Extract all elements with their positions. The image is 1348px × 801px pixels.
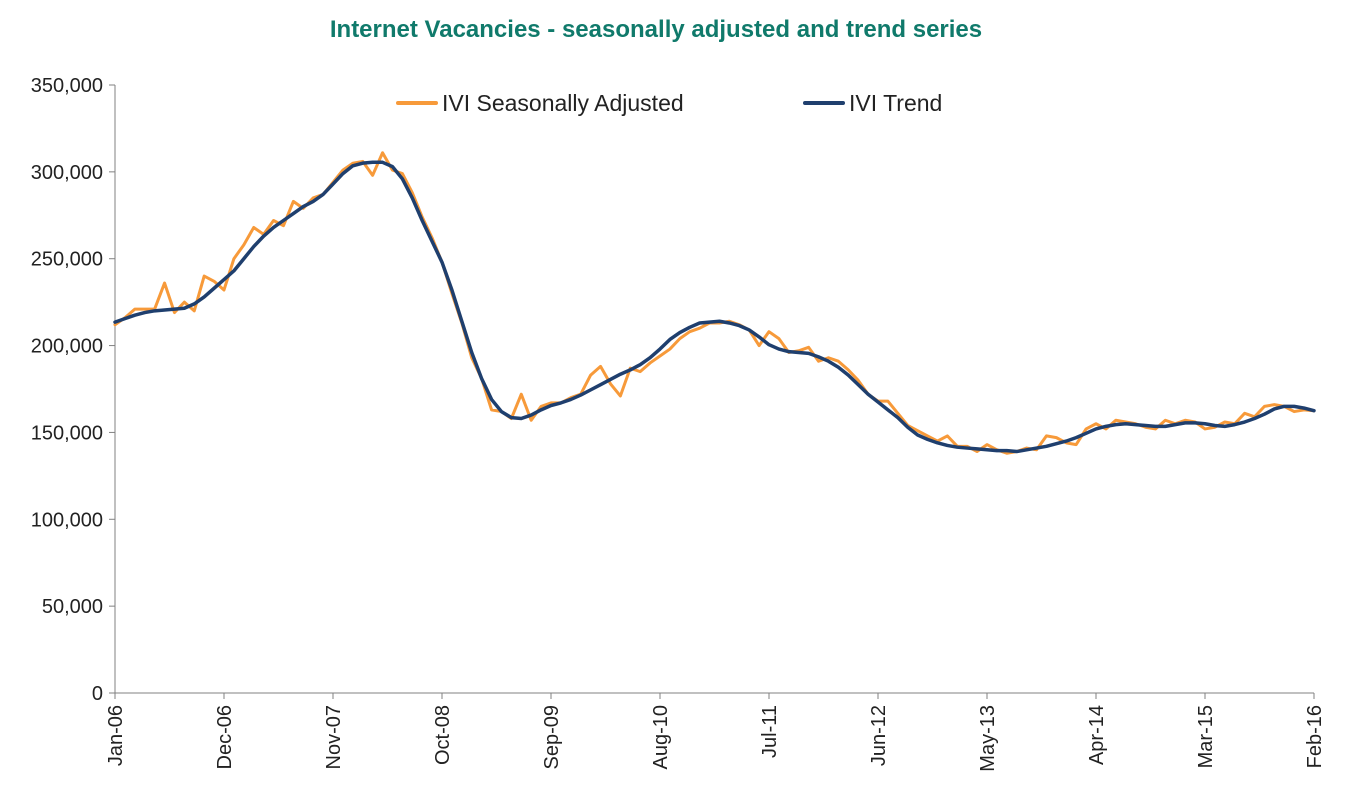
x-tick-label: Apr-14 xyxy=(1086,705,1108,765)
x-tick-label: Sep-09 xyxy=(541,705,563,770)
y-tick-label: 50,000 xyxy=(42,596,103,618)
x-tick-label: May-13 xyxy=(977,705,999,772)
y-tick-label: 100,000 xyxy=(31,509,103,531)
y-tick-label: 350,000 xyxy=(31,75,103,97)
y-tick-label: 0 xyxy=(92,683,103,705)
x-tick-label: Mar-15 xyxy=(1195,705,1217,768)
x-tick-label: Jul-11 xyxy=(759,705,781,758)
legend-label: IVI Seasonally Adjusted xyxy=(442,90,684,116)
y-tick-label: 250,000 xyxy=(31,249,103,271)
x-tick-label: Jun-12 xyxy=(868,705,890,766)
y-tick-label: 200,000 xyxy=(31,336,103,358)
x-tick-label: Oct-08 xyxy=(432,705,454,765)
series-line-trend xyxy=(113,160,1316,454)
y-tick-label: 150,000 xyxy=(31,422,103,444)
legend-label: IVI Trend xyxy=(849,90,942,116)
chart-title: Internet Vacancies - seasonally adjusted… xyxy=(329,16,983,43)
x-tick-label: Feb-16 xyxy=(1304,705,1326,768)
series-line-seasonally-adjusted xyxy=(113,151,1316,455)
y-tick-label: 300,000 xyxy=(31,162,103,184)
x-tick-label: Aug-10 xyxy=(650,705,672,770)
x-tick-label: Nov-07 xyxy=(323,705,345,769)
x-tick-label: Jan-06 xyxy=(105,705,127,766)
x-tick-label: Dec-06 xyxy=(214,705,236,769)
